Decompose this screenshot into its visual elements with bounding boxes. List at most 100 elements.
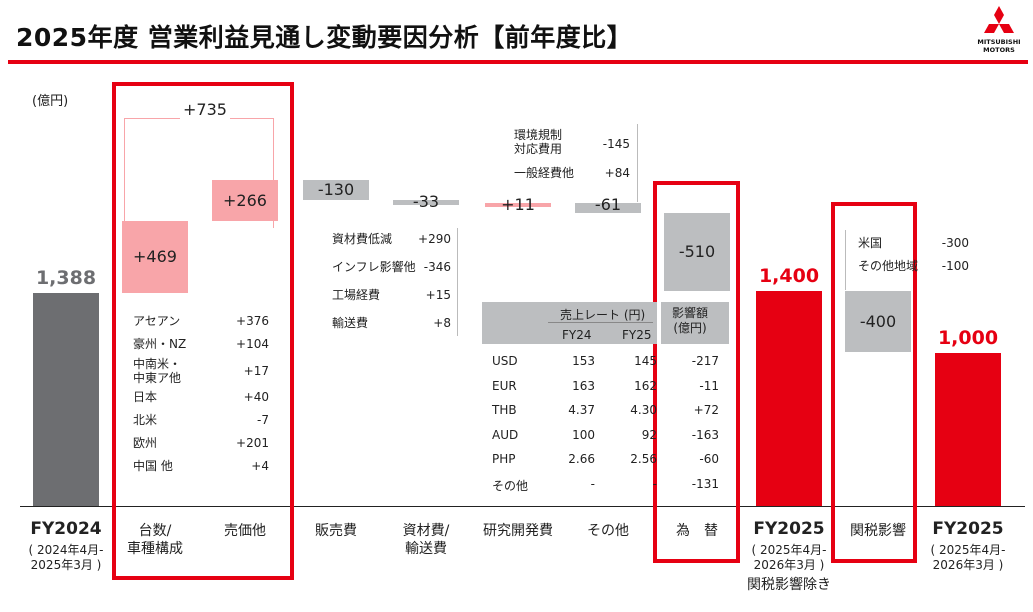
bar-value-6: -61 [594,195,622,215]
category-label-9: 関税影響 [850,523,906,539]
other-item-label: 一般経費他 [514,166,575,180]
category-label-6: その他 [587,523,629,539]
volume-item-label: 欧州 [133,436,158,450]
bar-value-2: +266 [223,190,267,210]
fx-cell-fy24: 2.66 [568,452,595,466]
bar-value-10: 1,000 [937,326,999,349]
fx-cell-fy25: 92 [641,427,657,442]
category-label-4: 資材費/ 輸送費 [402,523,450,557]
fx-cell-impact: -60 [699,452,719,466]
mitsubishi-logo: MITSUBISHI MOTORS [973,4,1025,56]
volume-item-value: -7 [257,413,269,427]
fx-header-impact: 影響額 (億円) [672,306,709,335]
bracket-label: +735 [180,100,230,119]
baseline [20,506,1025,507]
material-item-label: インフレ影響他 [332,260,416,274]
category-label-5: 研究開発費 [483,523,553,539]
volume-item-value: +201 [236,436,269,450]
fx-cell-impact: -131 [691,476,719,491]
bar-7 [664,212,730,292]
volume-item-label: 中南米・ 中東ア他 [133,357,182,385]
bar-10 [935,352,1001,506]
fx-table-header-bg [482,302,657,344]
bar-value-5: +11 [501,195,535,215]
volume-item-label: 北米 [133,413,158,427]
fx-cell-fy25: - [652,476,657,491]
material-item-label: 工場経費 [332,288,381,302]
fx-cell-impact: +72 [693,403,719,417]
bar-2 [212,180,278,221]
material-item-value: +15 [425,288,451,302]
volume-item-label: 日本 [133,390,158,404]
volume-item-label: 中国 他 [133,459,173,473]
material-item-value: +8 [433,316,451,330]
volume-item-value: +40 [243,390,269,404]
logo-text-2: MOTORS [983,46,1015,54]
category-label-3: 販売費 [315,523,357,539]
logo-text-1: MITSUBISHI [977,38,1020,46]
bar-5 [485,203,551,208]
bar-value-9: -400 [859,311,897,331]
fx-cell-fy24: 4.37 [568,403,595,417]
volume-item-value: +104 [236,337,269,351]
category-label-2: 売価他 [224,523,266,539]
fx-header-rule [548,322,653,323]
fx-cell-fy24: 153 [572,354,595,368]
bar-3 [303,180,369,201]
fx-cell-cur: THB [492,403,517,417]
fx-impact-header-bg [661,302,729,344]
fx-cell-fy25: 4.30 [630,403,657,417]
material-item-label: 輸送費 [332,316,369,330]
volume-item-value: +376 [236,314,269,328]
category-sub-0: ( 2024年4月- 2025年3月 ) [28,543,104,572]
fx-cell-fy24: 100 [572,427,595,442]
bar-4 [393,200,459,206]
volume-item-label: アセアン [133,314,181,328]
category-sub-10: ( 2025年4月- 2026年3月 ) [930,543,1006,572]
fx-cell-cur: PHP [492,452,516,466]
divider-material [457,228,458,336]
fx-header-fy25: FY25 [622,328,652,342]
category-label-1: 台数/ 車種構成 [127,523,183,557]
unit-label: (億円) [32,94,69,109]
fx-cell-fy24: - [590,476,595,491]
bar-value-4: -33 [412,192,440,212]
volume-item-value: +17 [243,364,269,378]
divider-other [637,124,638,202]
highlight-fx [653,181,740,563]
fx-cell-cur: USD [492,354,518,368]
tariff-item-label: その他地域 [858,259,919,273]
fx-cell-fy25: 2.56 [630,452,657,466]
tariff-item-value: -300 [941,236,969,250]
fx-header-rate: 売上レート (円) [560,308,646,322]
title-rule [8,60,1028,64]
bar-value-3: -130 [317,180,355,200]
bar-1 [122,220,188,293]
fx-cell-cur: EUR [492,378,517,393]
highlight-volume [112,82,294,580]
other-item-label: 環境規制 対応費用 [514,128,563,156]
tariff-item-value: -100 [941,259,969,273]
divider-tariff [845,230,846,290]
fx-cell-impact: -11 [699,378,719,393]
category-label-7: 為 替 [676,523,718,539]
category-note-8: 関税影響除き [747,577,831,593]
fx-cell-fy25: 162 [634,378,657,393]
other-item-value: -145 [602,137,630,151]
category-label-0: FY2024 [30,519,102,539]
category-label-8: FY2025 [753,519,825,539]
fx-cell-cur: AUD [492,427,519,442]
bar-value-8: 1,400 [758,265,820,288]
other-item-value: +84 [604,166,630,180]
fx-cell-cur: その他 [492,478,529,493]
material-item-label: 資材費低減 [332,232,393,246]
category-sub-8: ( 2025年4月- 2026年3月 ) [751,543,827,572]
bar-6 [575,203,641,213]
volume-item-value: +4 [251,459,269,473]
bar-9 [845,291,911,353]
bar-value-7: -510 [678,241,716,261]
category-label-10: FY2025 [932,519,1004,539]
bar-0 [33,292,99,506]
bar-value-0: 1,388 [35,266,97,289]
